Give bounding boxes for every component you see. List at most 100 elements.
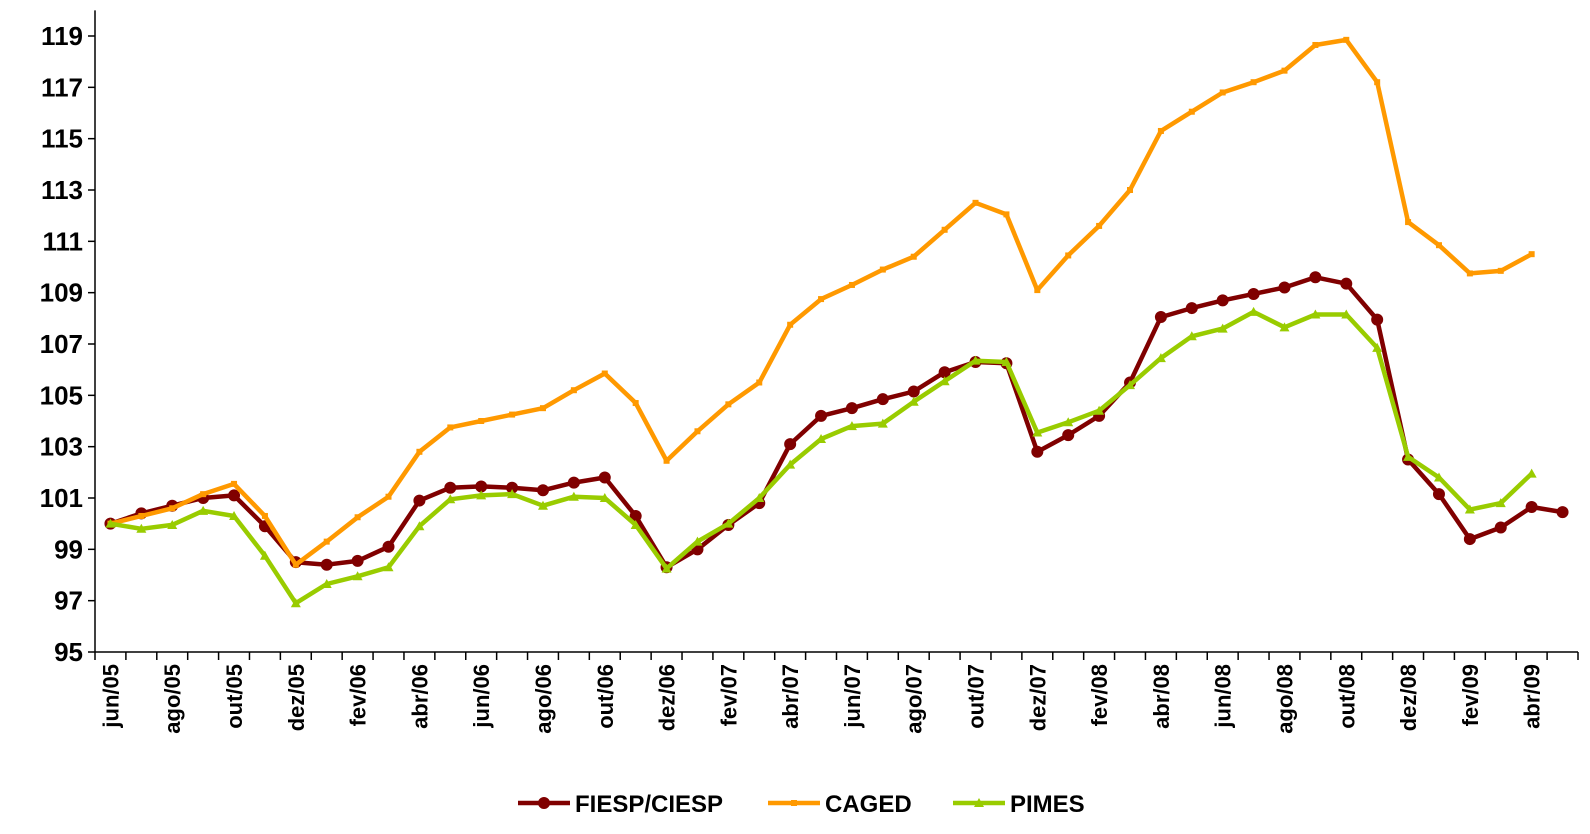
marker — [754, 493, 765, 502]
marker — [1371, 313, 1384, 326]
x-tick-label: out/06 — [593, 664, 618, 729]
y-tick-label: 117 — [41, 72, 83, 102]
marker — [972, 199, 979, 206]
marker — [815, 409, 828, 422]
legend-label: CAGED — [825, 791, 912, 818]
x-tick-label: out/05 — [222, 664, 247, 729]
marker — [630, 519, 641, 529]
marker — [632, 400, 639, 407]
line — [109, 275, 1563, 570]
marker — [879, 266, 886, 273]
marker — [845, 402, 858, 415]
marker — [848, 281, 855, 288]
marker — [138, 512, 145, 519]
x-tick-label: jun/07 — [840, 664, 865, 729]
marker — [1343, 36, 1350, 43]
marker — [445, 494, 456, 504]
x-tick-label: abr/06 — [407, 664, 432, 729]
y-tick-label: 103 — [40, 432, 83, 462]
marker — [570, 387, 577, 394]
marker — [1340, 277, 1353, 290]
marker — [1309, 271, 1322, 284]
marker — [444, 481, 457, 494]
x-tick-label: out/07 — [964, 664, 989, 729]
marker — [414, 521, 425, 531]
legend-label: FIESP/CIESP — [575, 791, 723, 818]
marker — [1188, 108, 1195, 115]
marker — [1217, 323, 1228, 333]
y-tick-label: 95 — [54, 637, 83, 667]
legend-marker — [538, 797, 550, 809]
marker — [1127, 187, 1134, 193]
marker — [1312, 41, 1319, 48]
marker — [476, 490, 487, 500]
series — [107, 36, 1535, 568]
marker — [1065, 252, 1072, 259]
marker — [1372, 342, 1383, 352]
x-tick-label: jun/06 — [469, 664, 494, 729]
x-tick-label: dez/08 — [1396, 664, 1421, 731]
marker — [1310, 309, 1321, 319]
marker — [167, 519, 178, 529]
x-tick-label: jun/08 — [1211, 664, 1236, 729]
legend-item: CAGED — [768, 791, 912, 818]
marker — [413, 494, 426, 507]
marker — [1556, 506, 1569, 519]
marker — [351, 554, 364, 567]
marker — [784, 438, 797, 451]
marker — [1219, 89, 1226, 96]
marker — [876, 393, 889, 406]
marker — [1250, 79, 1257, 86]
marker — [1281, 67, 1288, 74]
marker — [1432, 488, 1445, 501]
marker — [475, 480, 488, 493]
marker — [1125, 380, 1136, 390]
legend-label: PIMES — [1010, 791, 1085, 818]
marker — [1405, 219, 1412, 226]
x-tick-label: ago/07 — [902, 664, 927, 734]
marker — [478, 418, 485, 424]
marker — [261, 512, 268, 519]
y-tick-label: 119 — [41, 21, 83, 51]
marker — [846, 421, 857, 431]
marker — [910, 253, 917, 260]
marker — [1464, 504, 1475, 514]
y-tick-label: 115 — [41, 124, 83, 154]
marker — [661, 563, 672, 573]
marker — [939, 376, 950, 386]
marker — [816, 433, 827, 443]
marker — [1031, 445, 1044, 458]
y-tick-label: 101 — [40, 483, 83, 513]
legend-marker — [791, 800, 797, 806]
marker — [907, 385, 920, 398]
x-tick-label: abr/08 — [1149, 664, 1174, 729]
marker — [1186, 331, 1197, 341]
x-tick-label: out/08 — [1334, 664, 1359, 729]
marker — [1463, 533, 1476, 546]
x-tick-label: dez/06 — [655, 664, 680, 731]
marker — [970, 355, 981, 365]
marker — [169, 505, 176, 512]
line — [109, 37, 1533, 567]
marker — [1247, 287, 1260, 300]
marker — [290, 598, 301, 608]
marker — [941, 226, 948, 233]
y-tick-label: 111 — [42, 226, 83, 256]
marker — [1278, 281, 1291, 294]
marker — [320, 558, 333, 571]
marker — [229, 510, 240, 520]
marker — [1526, 468, 1537, 478]
x-tick-label: fev/09 — [1458, 664, 1483, 726]
marker — [785, 459, 796, 469]
marker — [692, 536, 703, 546]
marker — [509, 411, 516, 418]
marker — [1154, 311, 1167, 324]
line — [110, 309, 1534, 606]
marker — [228, 489, 241, 502]
marker — [1157, 127, 1164, 134]
y-tick-label: 99 — [54, 534, 83, 564]
marker — [200, 491, 207, 498]
marker — [908, 396, 919, 406]
marker — [1466, 270, 1473, 277]
